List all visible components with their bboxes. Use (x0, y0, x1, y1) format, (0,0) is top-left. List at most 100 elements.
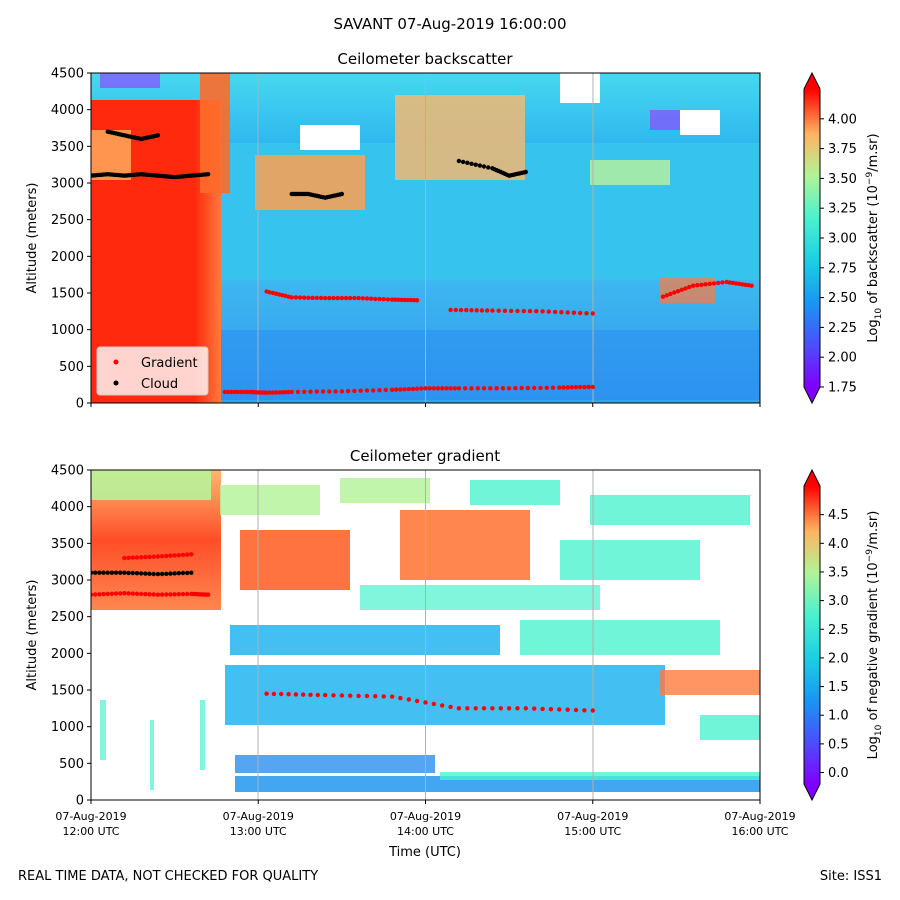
gradient-marker (411, 298, 417, 303)
y-tick-label: 0 (76, 794, 84, 809)
x-tick-date-label: 07-Aug-2019 (55, 810, 126, 823)
gradient-marker (273, 390, 279, 395)
gradient-marker (159, 592, 165, 597)
y-tick-label: 3500 (51, 537, 84, 552)
gradient-marker (540, 706, 545, 712)
gradient-marker (151, 554, 156, 559)
gradient-marker (172, 592, 177, 597)
gradient-marker (456, 386, 462, 391)
gradient-marker (557, 707, 562, 712)
cloud-marker (477, 163, 483, 168)
gradient-marker (532, 385, 537, 391)
cloud-marker (130, 570, 135, 576)
cloud-marker (143, 571, 148, 576)
gradient-marker (318, 295, 324, 301)
gradient-colorbar: 4.5 4.0 3.5 3.0 2.5 2.0 1.5 1.0 0.5 0.0 Log10 of … (803, 468, 884, 802)
x-tick-date-label: 07-Aug-2019 (223, 810, 294, 823)
gradient-marker (323, 692, 328, 698)
gradient-marker (515, 706, 520, 711)
gradient-marker (377, 388, 382, 393)
gradient-marker (675, 289, 681, 294)
cloud-marker (176, 571, 181, 576)
colorbar-tick-label: 2.5 (828, 623, 849, 638)
cloud-marker (113, 570, 119, 575)
gradient-marker (339, 693, 345, 698)
gradient-marker (500, 386, 506, 391)
y-tick-label: 4500 (51, 67, 84, 82)
backscatter-panel: Ceilometer backscatter (25, 50, 884, 412)
gradient-marker (506, 386, 512, 391)
gradient-marker (532, 706, 537, 711)
x-tick-time-label: 14:00 UTC (397, 825, 454, 838)
gradient-marker (130, 591, 135, 596)
cloud-marker (118, 570, 123, 575)
colorbar-tick-label: 1.75 (828, 381, 857, 396)
gradient-marker (559, 310, 564, 315)
cloud-marker (460, 159, 466, 165)
gradient-marker (590, 708, 595, 713)
gradient-marker (660, 294, 666, 299)
gradient-x-axis: 07-Aug-2019 12:00 UTC 07-Aug-2019 13:00 UTC… (55, 800, 796, 838)
y-tick-label: 500 (59, 360, 84, 375)
colorbar-tick-label: 4.5 (828, 508, 849, 523)
footer-site: Site: ISS1 (819, 869, 882, 884)
gradient-gridlines (257, 470, 594, 800)
gradient-marker (544, 385, 549, 390)
colorbar-tick-label: 0.5 (828, 737, 849, 752)
gradient-marker (283, 390, 288, 395)
y-tick-label: 1000 (51, 323, 84, 338)
x-tick-date-label: 07-Aug-2019 (390, 810, 461, 823)
gradient-marker (398, 387, 403, 392)
cloud-marker (456, 158, 462, 164)
gradient-marker (534, 309, 539, 314)
gradient-marker (222, 389, 227, 395)
legend-gradient-marker (113, 359, 119, 365)
gradient-y-axis: 0 500 1000 1500 2000 2500 3000 3500 4000 4500 (51, 464, 91, 809)
gradient-marker (335, 295, 340, 301)
gradient-marker (293, 692, 299, 697)
cloud-marker (473, 162, 478, 167)
y-tick-label: 1500 (51, 684, 84, 699)
gradient-marker (707, 281, 712, 286)
gradient-marker (126, 555, 131, 560)
gradient-marker (690, 283, 696, 288)
gradient-marker (126, 591, 131, 596)
gradient-markers (91, 552, 595, 713)
gradient-marker (703, 282, 708, 287)
y-tick-label: 2500 (51, 213, 84, 228)
gradient-marker (548, 707, 554, 712)
gradient-marker (546, 309, 551, 314)
gradient-marker (101, 591, 106, 597)
gradient-marker (509, 308, 514, 314)
gradient-marker (481, 706, 487, 711)
backscatter-markers (91, 129, 754, 395)
y-tick-label: 3500 (51, 140, 84, 155)
gradient-marker (364, 388, 370, 393)
gradient-marker (289, 295, 294, 300)
gradient-marker (523, 706, 528, 711)
gradient-marker (389, 297, 395, 302)
gradient-marker (343, 295, 349, 301)
gradient-marker (410, 386, 416, 392)
y-tick-label: 0 (76, 397, 84, 412)
gradient-marker (97, 592, 102, 597)
gradient-marker (308, 389, 313, 394)
gradient-marker (143, 554, 148, 560)
gradient-marker (286, 389, 291, 395)
cloud-marker (168, 571, 173, 576)
colorbar-tick-label: 3.75 (828, 142, 857, 157)
gradient-marker (448, 704, 453, 710)
gradient-marker (113, 591, 119, 596)
gradient-marker (590, 384, 595, 390)
gradient-marker (323, 295, 328, 301)
y-tick-label: 4000 (51, 103, 84, 118)
gradient-marker (557, 385, 562, 390)
gradient-marker (490, 706, 495, 711)
gradient-marker (452, 386, 457, 391)
gradient-marker (427, 386, 432, 391)
gradient-marker (515, 308, 520, 314)
cloud-marker (185, 570, 190, 576)
gradient-marker (356, 295, 361, 301)
gradient-marker (389, 387, 395, 392)
cloud-marker (164, 571, 169, 576)
